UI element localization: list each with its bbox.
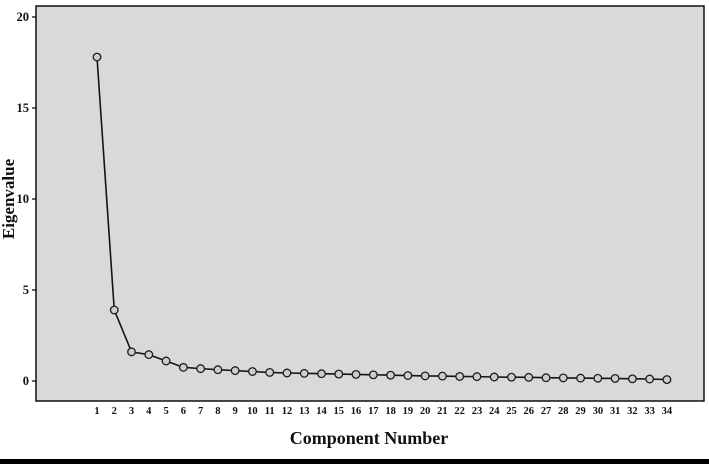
data-point-marker: [489, 372, 499, 382]
x-axis-title: Component Number: [290, 428, 449, 448]
y-tick-label: 10: [17, 192, 30, 206]
x-tick-label: 2: [112, 406, 117, 417]
figure-bottom-border: [0, 459, 709, 464]
data-point-marker: [317, 369, 326, 379]
x-tick-label: 3: [129, 406, 134, 417]
data-point-marker: [247, 367, 257, 376]
x-tick-label: 22: [454, 406, 465, 417]
y-tick-label: 15: [17, 101, 30, 115]
y-tick-label: 5: [23, 283, 29, 297]
x-tick-label: 32: [627, 406, 638, 417]
data-point-marker: [524, 372, 534, 382]
data-point-marker: [196, 364, 206, 374]
data-point-marker: [403, 371, 413, 380]
data-point-marker: [455, 372, 465, 381]
x-tick-label: 9: [233, 406, 238, 417]
y-tick-label: 20: [17, 10, 30, 24]
data-point-marker: [144, 350, 154, 360]
data-point-marker: [541, 373, 551, 383]
x-tick-label: 33: [644, 406, 655, 417]
data-point-marker: [178, 362, 188, 372]
x-tick-label: 6: [181, 406, 186, 417]
y-tick-label: 0: [23, 374, 29, 388]
x-tick-label: 23: [472, 406, 483, 417]
data-point-marker: [334, 369, 344, 379]
x-tick-label: 10: [247, 406, 258, 417]
data-point-marker: [368, 370, 378, 380]
x-tick-label: 17: [368, 406, 379, 417]
data-point-marker: [161, 356, 171, 366]
data-point-marker: [610, 374, 620, 383]
x-tick-label: 16: [351, 406, 362, 417]
x-tick-label: 31: [610, 406, 621, 417]
x-tick-label: 11: [265, 406, 275, 417]
data-point-marker: [437, 371, 447, 381]
data-point-marker: [213, 365, 223, 375]
data-point-marker: [92, 52, 102, 62]
x-tick-label: 24: [489, 406, 500, 417]
data-point-marker: [593, 373, 603, 383]
x-tick-label: 12: [282, 406, 293, 417]
data-point-marker: [420, 371, 430, 381]
x-tick-label: 18: [385, 406, 396, 417]
x-tick-label: 28: [558, 406, 569, 417]
x-tick-label: 13: [299, 406, 310, 417]
data-point-marker: [230, 366, 240, 376]
data-point-marker: [282, 368, 292, 378]
data-point-marker: [127, 347, 136, 357]
x-tick-label: 25: [506, 406, 517, 417]
data-point-marker: [265, 367, 275, 377]
data-point-marker: [109, 305, 119, 315]
x-tick-label: 7: [198, 406, 203, 417]
data-point-marker: [507, 372, 516, 382]
x-tick-label: 30: [593, 406, 604, 417]
x-tick-label: 4: [146, 406, 152, 417]
data-point-marker: [645, 374, 655, 384]
x-tick-label: 29: [575, 406, 586, 417]
x-tick-label: 15: [334, 406, 345, 417]
x-tick-label: 14: [316, 406, 327, 417]
data-point-marker: [351, 369, 361, 379]
data-point-marker: [558, 373, 568, 383]
plot-area: [35, 5, 705, 402]
scree-line: [96, 56, 667, 381]
data-point-marker: [662, 375, 672, 384]
x-tick-label: 26: [524, 406, 535, 417]
data-point-marker: [472, 372, 482, 382]
x-tick-label: 5: [163, 406, 168, 417]
x-tick-label: 34: [662, 406, 673, 417]
data-point-marker: [299, 368, 309, 378]
data-point-marker: [386, 370, 396, 380]
y-axis-title: Eigenvalue: [0, 158, 18, 239]
x-tick-label: 21: [437, 406, 448, 417]
x-tick-label: 19: [403, 406, 414, 417]
data-point-marker: [627, 374, 637, 384]
x-tick-label: 1: [94, 406, 99, 417]
x-tick-label: 8: [215, 406, 220, 417]
x-tick-label: 27: [541, 406, 552, 417]
x-tick-label: 20: [420, 406, 431, 417]
data-point-marker: [576, 373, 586, 383]
